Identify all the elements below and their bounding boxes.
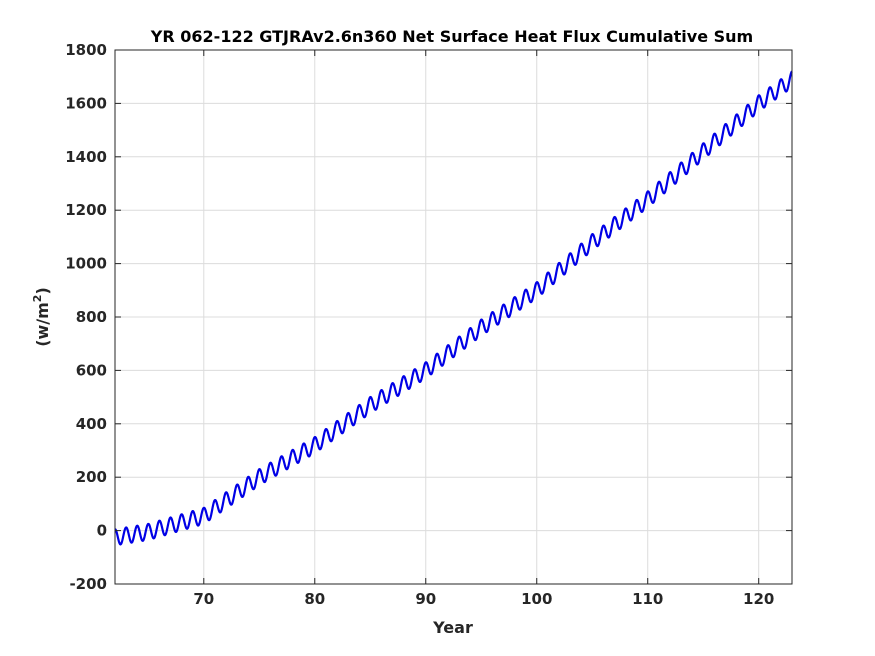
y-axis-label-base: (w/m [33, 302, 52, 347]
y-tick-label: 800 [76, 308, 107, 326]
y-tick-label: 400 [76, 415, 107, 433]
y-axis-label-sup: 2 [31, 295, 44, 303]
series-line [114, 70, 793, 546]
y-axis-label: (w/m2) [31, 287, 52, 347]
ticks [115, 49, 792, 585]
x-tick-label: 100 [521, 590, 552, 608]
series-group [114, 70, 793, 546]
tick-labels: 70 80 90 100 110 120 -200 0 200 400 600 800 1000 1200… [65, 41, 774, 608]
y-tick-label: 200 [76, 468, 107, 486]
x-tick-label: 90 [415, 590, 436, 608]
x-axis-label: Year [432, 618, 473, 637]
y-tick-label: 1600 [65, 94, 107, 112]
grid [115, 50, 792, 584]
y-axis-label-close: ) [33, 287, 52, 294]
y-tick-label: 1200 [65, 201, 107, 219]
x-tick-label: 70 [193, 590, 214, 608]
y-tick-label: 1000 [65, 255, 107, 273]
x-tick-label: 110 [632, 590, 663, 608]
y-tick-label: 1400 [65, 148, 107, 166]
chart-title: YR 062-122 GTJRAv2.6n360 Net Surface Hea… [150, 27, 753, 46]
x-tick-label: 120 [743, 590, 774, 608]
y-tick-label: -200 [69, 575, 107, 593]
x-tick-label: 80 [304, 590, 325, 608]
y-tick-label: 0 [97, 522, 107, 540]
y-tick-label: 1800 [65, 41, 107, 59]
y-tick-label: 600 [76, 361, 107, 379]
